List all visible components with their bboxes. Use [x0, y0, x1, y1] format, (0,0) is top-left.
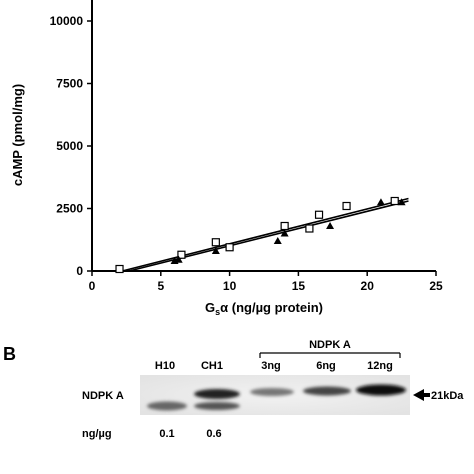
triangle-marker: [397, 198, 406, 206]
row-label: NDPK A: [82, 390, 124, 402]
fit-line-series-1: [122, 197, 409, 272]
arrow-icon: [413, 389, 430, 401]
y-tick-label: 10000: [50, 14, 84, 28]
triangle-marker: [211, 247, 220, 254]
square-marker: [177, 250, 186, 259]
band-3ng: [250, 388, 294, 396]
band-ch1-upper: [194, 389, 240, 399]
y-tick-label: 7500: [56, 77, 83, 91]
band-12ng: [356, 384, 406, 396]
band-ch1-lower: [194, 402, 240, 410]
square-marker: [225, 243, 234, 252]
data-markers: [115, 196, 406, 274]
fit-lines: [122, 197, 409, 272]
y-ticks: 0 2500 5000 7500 10000: [50, 14, 92, 278]
square-marker: [342, 201, 351, 211]
blot-bands: [147, 384, 406, 411]
x-axis-label-subscript: s: [215, 307, 220, 317]
group-bracket: [259, 352, 401, 358]
square-marker: [280, 221, 289, 231]
x-tick-label: 0: [89, 279, 96, 293]
lane-label-h10: H10: [155, 360, 175, 372]
y-tick-label: 5000: [56, 139, 83, 153]
square-marker: [390, 196, 399, 206]
fit-line-series-2: [128, 200, 409, 272]
y-tick-label: 2500: [56, 202, 83, 216]
triangle-marker: [174, 255, 183, 263]
x-axis-label-rest: α (ng/µg protein): [220, 300, 323, 315]
triangle-marker: [280, 229, 289, 237]
square-marker: [211, 238, 220, 247]
lane-label-12ng: 12ng: [367, 360, 393, 372]
group-label: NDPK A: [309, 339, 351, 351]
triangle-marker: [273, 237, 282, 244]
x-tick-label: 10: [223, 279, 237, 293]
quant-label: ng/µg: [82, 428, 112, 440]
square-marker: [115, 264, 124, 274]
x-tick-label: 20: [361, 279, 375, 293]
panel-label-b: B: [3, 344, 16, 364]
quant-value-ch1: 0.6: [206, 428, 221, 440]
square-marker: [314, 210, 324, 219]
y-tick-label: 0: [76, 264, 83, 278]
square-marker: [305, 224, 314, 233]
quant-value-h10: 0.1: [159, 428, 174, 440]
x-tick-label: 5: [157, 279, 164, 293]
triangle-marker: [326, 222, 335, 229]
lane-label-ch1: CH1: [201, 360, 223, 372]
x-axis-label-main: G: [205, 300, 215, 315]
triangle-marker: [376, 198, 385, 206]
x-tick-label: 15: [292, 279, 306, 293]
marker-size-label: 21kDa: [431, 390, 464, 402]
x-tick-label: 25: [429, 279, 443, 293]
lane-label-3ng: 3ng: [261, 360, 281, 372]
band-6ng: [303, 386, 351, 396]
western-blot-panel: B NDPK A H10 CH1 3ng 6ng 12ng: [3, 339, 464, 440]
x-axis-label: Gsα (ng/µg protein): [205, 300, 323, 317]
y-axis-label: cAMP (pmol/mg): [10, 84, 25, 186]
x-ticks: 0 5 10 15 20 25: [89, 271, 443, 293]
lane-label-6ng: 6ng: [316, 360, 336, 372]
band-h10: [147, 401, 187, 411]
scatter-plot: 0 5 10 15 20 25 0 2500 5000 7500 10000 cAMP (pmol…: [10, 0, 443, 317]
